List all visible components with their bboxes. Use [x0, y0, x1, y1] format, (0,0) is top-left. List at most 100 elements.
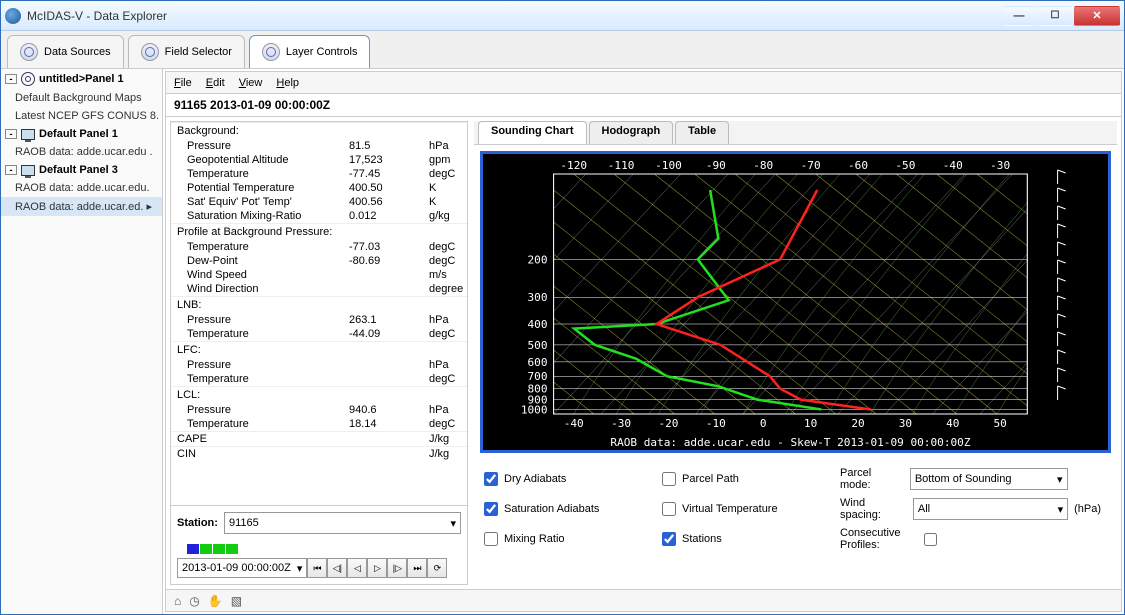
svg-text:-100: -100: [655, 159, 682, 172]
play-fwd-button[interactable]: ▷: [367, 558, 387, 578]
collapse-icon[interactable]: -: [5, 165, 17, 175]
tab-table[interactable]: Table: [675, 121, 729, 144]
monitor-icon: [21, 129, 35, 140]
data-row: TemperaturedegC: [171, 372, 467, 386]
first-button[interactable]: ⏮: [307, 558, 327, 578]
svg-text:-40: -40: [943, 159, 963, 172]
menu-help[interactable]: Help: [276, 77, 299, 89]
collapse-icon[interactable]: -: [5, 74, 17, 84]
section-header: Background:: [171, 122, 467, 139]
data-row: Sat' Equiv' Pot' Temp'400.56K: [171, 195, 467, 209]
minimize-button[interactable]: [1002, 6, 1036, 26]
play-back-button[interactable]: ◁: [347, 558, 367, 578]
titlebar: McIDAS-V - Data Explorer: [1, 1, 1124, 31]
menu-file[interactable]: File: [174, 77, 192, 89]
hand-icon[interactable]: ✋: [208, 594, 223, 608]
data-table: Background:Pressure81.5hPaGeopotential A…: [171, 122, 467, 505]
chk-label: Stations: [682, 533, 722, 545]
chk-dry-adiabats[interactable]: Dry Adiabats: [484, 467, 654, 491]
menu-edit[interactable]: Edit: [206, 77, 225, 89]
maximize-button[interactable]: [1038, 6, 1072, 26]
chk-virtual-temp[interactable]: Virtual Temperature: [662, 497, 832, 521]
clock-icon[interactable]: ◷: [189, 594, 199, 608]
checkbox[interactable]: [484, 502, 498, 516]
svg-text:-110: -110: [608, 159, 635, 172]
combo-value: Bottom of Sounding: [915, 473, 1012, 485]
chevron-down-icon: ▾: [297, 562, 303, 575]
svg-text:30: 30: [899, 417, 912, 430]
breadcrumb: 91165 2013-01-09 00:00:00Z: [166, 94, 1121, 117]
checkbox[interactable]: [484, 472, 498, 486]
checkbox[interactable]: [484, 532, 498, 546]
checkbox[interactable]: [662, 502, 676, 516]
app-icon: [5, 8, 21, 24]
close-button[interactable]: [1074, 6, 1120, 26]
sidebar-item-defpanel1[interactable]: -Default Panel 1: [1, 125, 162, 143]
wind-spacing-row: Wind spacing: All▾ (hPa): [840, 497, 1107, 521]
sidebar-label: RAOB data: adde.ucar.ed. ▸: [15, 200, 152, 213]
data-row: Temperature18.14degC: [171, 417, 467, 431]
consecutive-checkbox[interactable]: [924, 533, 937, 546]
tab-field-selector[interactable]: Field Selector: [128, 35, 245, 68]
tab-hodograph[interactable]: Hodograph: [589, 121, 674, 144]
station-combo[interactable]: 91165 ▾: [224, 512, 461, 534]
data-row: Dew-Point-80.69degC: [171, 254, 467, 268]
chk-label: Saturation Adiabats: [504, 503, 599, 515]
station-label: Station:: [177, 517, 218, 529]
svg-text:10: 10: [804, 417, 817, 430]
tab-layer-controls[interactable]: Layer Controls: [249, 35, 371, 68]
time-chips: [177, 544, 461, 554]
last-button[interactable]: ⏭: [407, 558, 427, 578]
data-row: Temperature-77.45degC: [171, 167, 467, 181]
checkbox[interactable]: [662, 472, 676, 486]
svg-text:500: 500: [527, 339, 547, 352]
section-header: LNB:: [171, 296, 467, 313]
field-label: Wind spacing:: [840, 497, 907, 521]
step-fwd-button[interactable]: |▷: [387, 558, 407, 578]
station-bar: Station: 91165 ▾: [171, 505, 467, 540]
sidebar-item-raob1[interactable]: RAOB data: adde.ucar.edu .: [1, 143, 162, 161]
data-row: Pressure263.1hPa: [171, 313, 467, 327]
menu-view[interactable]: View: [239, 77, 263, 89]
chk-sat-adiabats[interactable]: Saturation Adiabats: [484, 497, 654, 521]
svg-text:40: 40: [946, 417, 959, 430]
chk-mixing-ratio[interactable]: Mixing Ratio: [484, 527, 654, 551]
collapse-icon[interactable]: -: [5, 129, 17, 139]
svg-text:1000: 1000: [521, 403, 548, 416]
sidebar-item-raob3[interactable]: RAOB data: adde.ucar.ed. ▸: [1, 197, 162, 216]
svg-text:-20: -20: [658, 417, 678, 430]
svg-text:-10: -10: [706, 417, 726, 430]
wind-spacing-combo[interactable]: All▾: [913, 498, 1068, 520]
data-row: Wind Directiondegree: [171, 282, 467, 296]
svg-text:-30: -30: [990, 159, 1010, 172]
sidebar-item-raob2[interactable]: RAOB data: adde.ucar.edu.: [1, 179, 162, 197]
unit: (hPa): [1074, 503, 1107, 515]
content: Background:Pressure81.5hPaGeopotential A…: [166, 117, 1121, 589]
checkbox[interactable]: [662, 532, 676, 546]
loop-button[interactable]: ⟳: [427, 558, 447, 578]
svg-text:-120: -120: [560, 159, 587, 172]
step-back-button[interactable]: ◁|: [327, 558, 347, 578]
sidebar-item-gfs[interactable]: Latest NCEP GFS CONUS 8.: [1, 107, 162, 125]
chk-stations[interactable]: Stations: [662, 527, 832, 551]
svg-text:300: 300: [527, 291, 547, 304]
home-icon[interactable]: ⌂: [174, 594, 181, 608]
sidebar-item-panel1[interactable]: - untitled>Panel 1: [1, 69, 162, 89]
tab-sounding-chart[interactable]: Sounding Chart: [478, 121, 587, 144]
chart-tabs: Sounding Chart Hodograph Table: [474, 121, 1117, 145]
sidebar-label: Default Panel 3: [39, 164, 118, 176]
time-combo[interactable]: 2013-01-09 00:00:00Z▾: [177, 558, 307, 578]
time-bar: 2013-01-09 00:00:00Z▾ ⏮ ◁| ◁ ▷ |▷ ⏭ ⟳: [171, 540, 467, 584]
parcel-mode-combo[interactable]: Bottom of Sounding▾: [910, 468, 1068, 490]
sidebar-item-bgmaps[interactable]: Default Background Maps: [1, 89, 162, 107]
chk-parcel-path[interactable]: Parcel Path: [662, 467, 832, 491]
tab-data-sources[interactable]: Data Sources: [7, 35, 124, 68]
chart-controls: Dry Adiabats Parcel Path Parcel mode: Bo…: [474, 459, 1117, 585]
sidebar-label: untitled>Panel 1: [39, 73, 124, 85]
svg-text:-90: -90: [706, 159, 726, 172]
data-row: CINJ/kg: [171, 446, 467, 461]
skewt-chart[interactable]: 2003004005006007008009001000200300400500…: [483, 154, 1108, 450]
help-icon[interactable]: ▧: [231, 594, 242, 608]
sidebar-item-defpanel3[interactable]: - Default Panel 3: [1, 161, 162, 179]
section-header: Profile at Background Pressure:: [171, 223, 467, 240]
